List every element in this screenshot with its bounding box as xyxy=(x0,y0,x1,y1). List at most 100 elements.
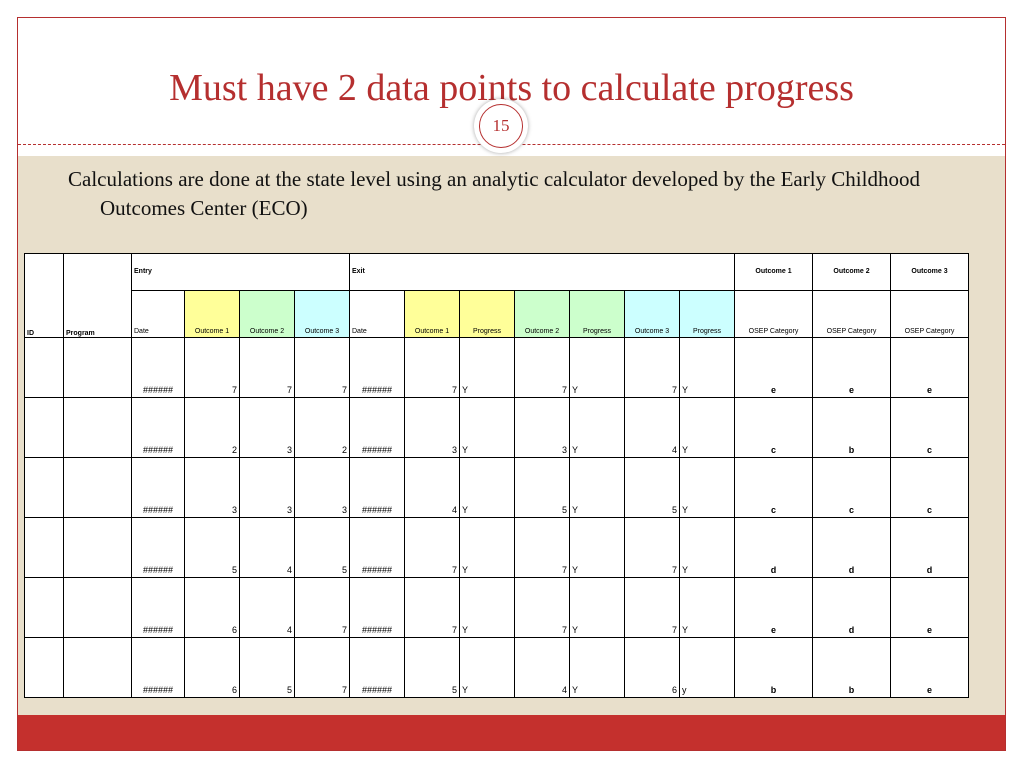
cell-progress1: Y xyxy=(459,517,515,578)
cell-exit-outcome3: 7 xyxy=(624,577,680,638)
footer-bar xyxy=(18,715,1005,750)
cell-entry-outcome2: 5 xyxy=(239,637,295,698)
cell-osep1: c xyxy=(734,397,813,458)
cell-progress3: Y xyxy=(679,577,735,638)
cell-program xyxy=(63,337,132,398)
progress-table: ID Program Entry Exit Outcome 1 Outcome … xyxy=(24,253,969,698)
cell-osep1: d xyxy=(734,517,813,578)
cell-osep2: b xyxy=(812,397,891,458)
cell-osep3: e xyxy=(890,337,969,398)
cell-entry-date: ###### xyxy=(131,577,185,638)
header-entry: Entry xyxy=(131,253,185,291)
slide-number-badge: 15 xyxy=(474,99,528,153)
cell-entry-outcome3: 2 xyxy=(294,397,350,458)
cell-entry-outcome1: 6 xyxy=(184,637,240,698)
cell-progress3: Y xyxy=(679,397,735,458)
header-entry-outcome3: Outcome 3 xyxy=(294,290,350,338)
slide-caption: Calculations are done at the state level… xyxy=(68,167,920,220)
cell-progress1: Y xyxy=(459,457,515,518)
header-exit-outcome1: Outcome 1 xyxy=(404,290,460,338)
header-outcome3-group: Outcome 3 xyxy=(890,253,969,291)
cell-osep1: c xyxy=(734,457,813,518)
cell-osep2: e xyxy=(812,337,891,398)
cell-exit-date: ###### xyxy=(349,397,405,458)
cell-progress1: Y xyxy=(459,637,515,698)
cell-entry-outcome3: 3 xyxy=(294,457,350,518)
cell-exit-outcome1: 5 xyxy=(404,637,460,698)
cell-id xyxy=(24,637,64,698)
cell-osep3: c xyxy=(890,397,969,458)
header-row-groups: ID Program Entry Exit Outcome 1 Outcome … xyxy=(24,253,969,338)
cell-exit-date: ###### xyxy=(349,637,405,698)
cell-exit-outcome2: 3 xyxy=(514,397,570,458)
cell-osep2: d xyxy=(812,577,891,638)
cell-entry-date: ###### xyxy=(131,337,185,398)
cell-exit-outcome3: 4 xyxy=(624,397,680,458)
cell-entry-outcome2: 4 xyxy=(239,577,295,638)
header-progress2: Progress xyxy=(569,290,625,338)
cell-entry-outcome1: 2 xyxy=(184,397,240,458)
header-entry-date: Date xyxy=(131,290,185,338)
cell-progress3: y xyxy=(679,637,735,698)
cell-id xyxy=(24,577,64,638)
cell-progress2: Y xyxy=(569,577,625,638)
cell-osep1: e xyxy=(734,337,813,398)
cell-program xyxy=(63,637,132,698)
cell-progress2: Y xyxy=(569,397,625,458)
cell-id xyxy=(24,337,64,398)
cell-entry-outcome1: 5 xyxy=(184,517,240,578)
cell-exit-date: ###### xyxy=(349,577,405,638)
header-exit: Exit xyxy=(349,253,405,291)
table-row: ###### 6 5 7 ###### 5 Y 4 Y 6 y b b e xyxy=(24,637,969,698)
cell-osep3: d xyxy=(890,517,969,578)
header-exit-date: Date xyxy=(349,290,405,338)
header-outcome1-group: Outcome 1 xyxy=(734,253,813,291)
cell-exit-outcome3: 5 xyxy=(624,457,680,518)
header-osep2: OSEP Category xyxy=(812,290,891,338)
cell-exit-outcome1: 7 xyxy=(404,577,460,638)
cell-entry-outcome2: 7 xyxy=(239,337,295,398)
header-exit-outcome2: Outcome 2 xyxy=(514,290,570,338)
cell-progress1: Y xyxy=(459,397,515,458)
header-exit-outcome3: Outcome 3 xyxy=(624,290,680,338)
header-osep3: OSEP Category xyxy=(890,290,969,338)
header-id: ID xyxy=(24,253,64,338)
cell-exit-outcome3: 7 xyxy=(624,337,680,398)
cell-entry-outcome2: 3 xyxy=(239,397,295,458)
cell-progress3: Y xyxy=(679,337,735,398)
cell-program xyxy=(63,517,132,578)
cell-entry-outcome3: 7 xyxy=(294,337,350,398)
cell-program xyxy=(63,457,132,518)
cell-exit-outcome1: 4 xyxy=(404,457,460,518)
cell-program xyxy=(63,577,132,638)
cell-exit-outcome2: 7 xyxy=(514,337,570,398)
header-entry-outcome2: Outcome 2 xyxy=(239,290,295,338)
cell-osep2: c xyxy=(812,457,891,518)
cell-osep2: d xyxy=(812,517,891,578)
header-outcome2-group: Outcome 2 xyxy=(812,253,891,291)
cell-osep1: e xyxy=(734,577,813,638)
cell-osep1: b xyxy=(734,637,813,698)
cell-program xyxy=(63,397,132,458)
cell-entry-outcome1: 3 xyxy=(184,457,240,518)
cell-exit-outcome2: 7 xyxy=(514,517,570,578)
cell-exit-outcome3: 6 xyxy=(624,637,680,698)
cell-entry-outcome3: 7 xyxy=(294,637,350,698)
cell-progress1: Y xyxy=(459,337,515,398)
cell-entry-outcome2: 4 xyxy=(239,517,295,578)
cell-entry-outcome1: 7 xyxy=(184,337,240,398)
header-row-columns: Date Outcome 1 Outcome 2 Outcome 3 Date … xyxy=(25,290,969,338)
cell-entry-outcome1: 6 xyxy=(184,577,240,638)
cell-progress1: Y xyxy=(459,577,515,638)
cell-osep2: b xyxy=(812,637,891,698)
header-program: Program xyxy=(63,253,132,338)
cell-entry-date: ###### xyxy=(131,397,185,458)
cell-entry-outcome3: 7 xyxy=(294,577,350,638)
cell-progress2: Y xyxy=(569,457,625,518)
cell-exit-outcome2: 4 xyxy=(514,637,570,698)
cell-exit-date: ###### xyxy=(349,337,405,398)
cell-progress2: Y xyxy=(569,637,625,698)
